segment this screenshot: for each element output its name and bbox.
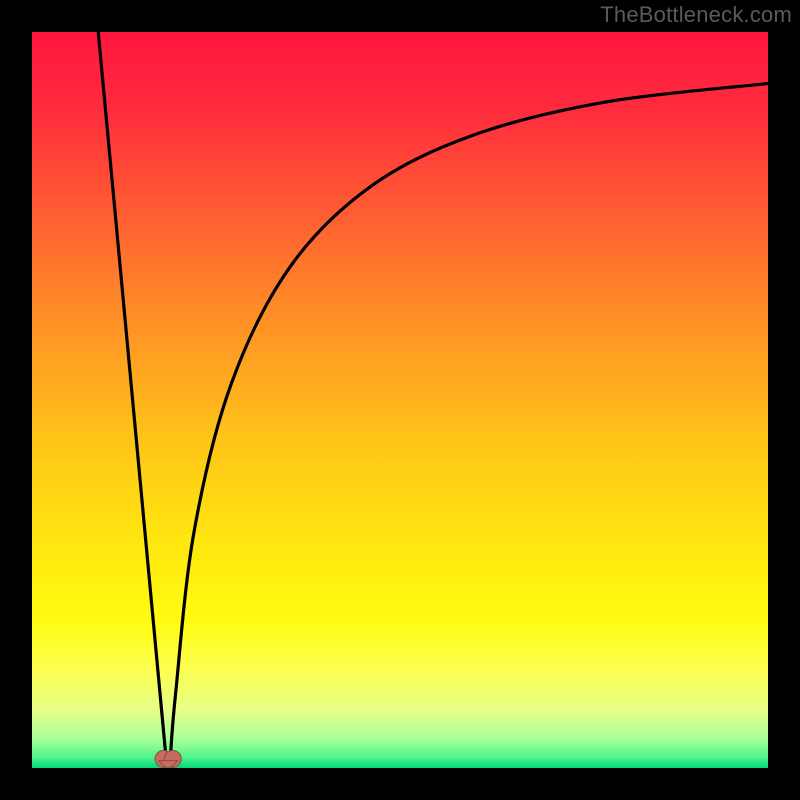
gradient-background [32,32,768,768]
watermark-text: TheBottleneck.com [600,2,792,28]
minimum-marker-heart [155,750,181,767]
chart-container: TheBottleneck.com [0,0,800,800]
bottleneck-chart [0,0,800,800]
